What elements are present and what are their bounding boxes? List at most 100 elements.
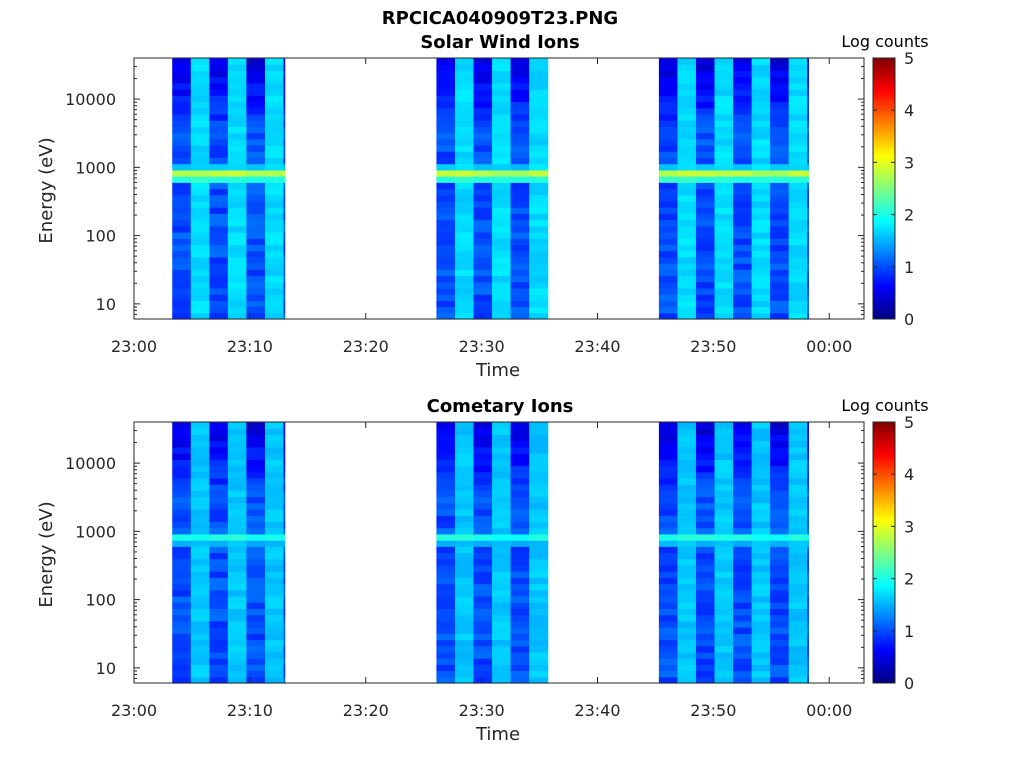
spectrogram-cell (677, 107, 697, 115)
spectrogram-cell (510, 490, 530, 498)
spectrogram-cell (510, 64, 530, 72)
spectrogram-cell (473, 515, 493, 523)
spectrogram-cell (770, 658, 790, 665)
spectrogram-cell (733, 169, 753, 177)
spectrogram-cell (770, 244, 790, 252)
spectrogram-cell (714, 312, 734, 320)
spectrogram-cell (246, 422, 266, 429)
spectrogram-cell (190, 465, 210, 473)
spectrogram-cell (529, 225, 549, 233)
spectrogram-cell (283, 645, 286, 653)
spectrogram-cell (209, 213, 229, 221)
spectrogram-cell (529, 428, 549, 436)
spectrogram-cell (454, 244, 475, 252)
spectrogram-cell (677, 422, 697, 429)
spectrogram-cell (172, 157, 192, 165)
spectrogram-cell (209, 477, 229, 485)
spectrogram-cell (770, 145, 790, 152)
spectrogram-cell (529, 176, 549, 183)
spectrogram-cell (510, 207, 530, 214)
spectrogram-cell (454, 627, 475, 634)
spectrogram-cell (492, 306, 512, 314)
spectrogram-cell (436, 558, 456, 566)
y-tick-label: 100 (85, 591, 116, 610)
spectrogram-cell (677, 250, 697, 258)
spectrogram-cell (190, 244, 210, 252)
colorbar-tick-label: 5 (904, 49, 914, 68)
spectrogram-cell (807, 294, 809, 301)
spectrogram-cell (209, 256, 229, 264)
y-tick-label: 100 (85, 227, 116, 246)
spectrogram-cell (714, 138, 734, 146)
spectrogram-cell (733, 281, 753, 289)
spectrogram-cell (190, 207, 210, 214)
spectrogram-cell (510, 521, 530, 529)
spectrogram-cell (658, 275, 679, 283)
spectrogram-cell (695, 132, 716, 140)
spectrogram-cell (733, 145, 753, 152)
spectrogram-cell (807, 627, 809, 634)
spectrogram-cell (751, 484, 771, 491)
spectrogram-cell (658, 477, 679, 485)
spectrogram-cell (807, 213, 809, 221)
spectrogram-cell (172, 533, 192, 541)
spectrogram-cell (788, 169, 808, 177)
spectrogram-cell (788, 608, 808, 616)
spectrogram-cell (436, 113, 456, 121)
spectrogram-cell (510, 182, 530, 190)
spectrogram-cell (807, 287, 809, 295)
spectrogram-cell (714, 658, 734, 665)
spectrogram-cell (492, 620, 512, 628)
spectrogram-cell (677, 232, 697, 239)
spectrogram-cell (454, 281, 475, 289)
spectrogram-cell (172, 207, 192, 214)
spectrogram-cell (677, 546, 697, 554)
spectrogram-cell (283, 300, 286, 308)
spectrogram-cell (436, 232, 456, 239)
spectrogram-cell (436, 250, 456, 258)
spectrogram-cell (770, 157, 790, 165)
spectrogram-cell (172, 558, 192, 566)
spectrogram-cell (807, 540, 809, 547)
spectrogram-cell (190, 627, 210, 634)
spectrogram-cell (770, 263, 790, 270)
spectrogram-cell (436, 428, 456, 436)
spectrogram-cell (492, 250, 512, 258)
spectrogram-cell (492, 564, 512, 572)
spectrogram-cell (246, 639, 266, 647)
spectrogram-cell (751, 496, 771, 504)
spectrogram-cell (770, 521, 790, 529)
spectrogram-cell (733, 614, 753, 622)
spectrogram-cell (454, 70, 475, 78)
spectrogram-cell (246, 540, 266, 547)
spectrogram-cell (190, 477, 210, 485)
spectrogram-cell (788, 496, 808, 504)
spectrogram-cell (190, 440, 210, 448)
spectrogram-cell (770, 608, 790, 616)
spectrogram-cell (733, 465, 753, 473)
spectrogram-cell (436, 89, 456, 96)
spectrogram-cell (264, 194, 285, 202)
spectrogram-cell (436, 639, 456, 647)
spectrogram-cell (788, 484, 808, 491)
y-tick-label: 10000 (65, 90, 116, 109)
spectrogram-cell (807, 596, 809, 603)
spectrogram-cell (807, 132, 809, 140)
spectrogram-cell (246, 620, 266, 628)
spectrogram-cell (172, 453, 192, 460)
spectrogram-cell (190, 490, 210, 498)
spectrogram-cell (172, 188, 192, 196)
spectrogram-cell (714, 58, 734, 65)
spectrogram-cell (510, 126, 530, 134)
x-tick-label: 23:20 (343, 337, 389, 356)
spectrogram-cell (751, 132, 771, 140)
spectrogram-cell (677, 113, 697, 121)
spectrogram-cell (510, 477, 530, 485)
spectrogram-cell (227, 95, 247, 103)
spectrogram-cell (695, 138, 716, 146)
spectrogram-cell (788, 107, 808, 115)
spectrogram-cell (695, 465, 716, 473)
spectrogram-cell (190, 138, 210, 146)
spectrogram-cell (190, 225, 210, 233)
